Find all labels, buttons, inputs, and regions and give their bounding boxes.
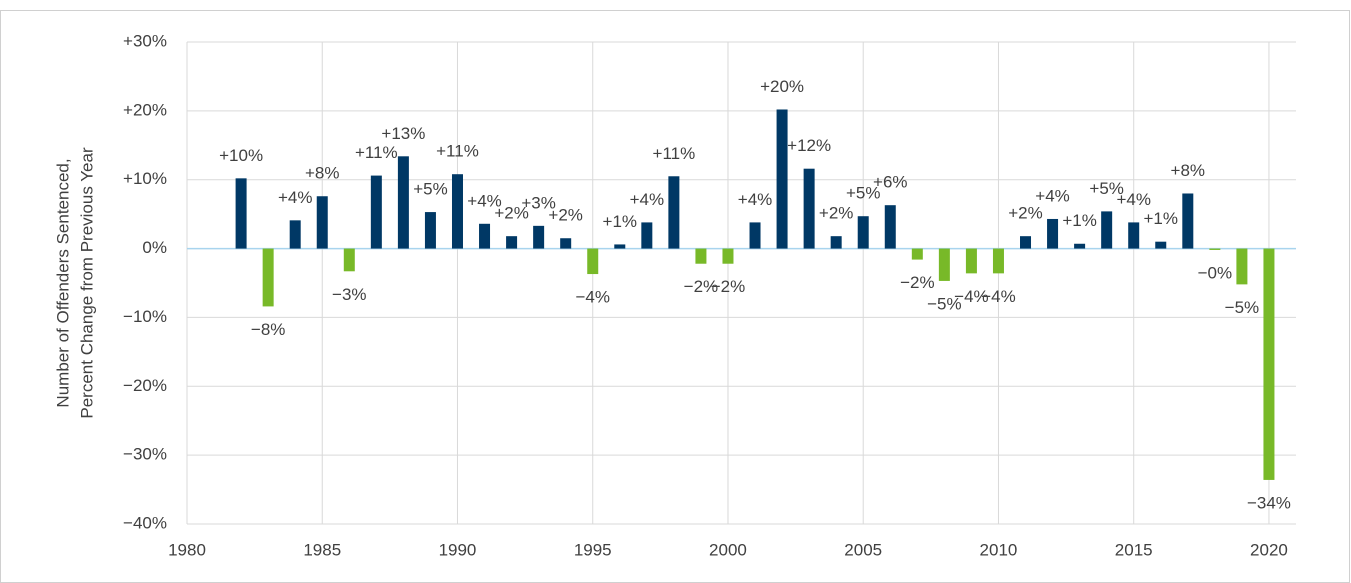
data-label: +8% [305,164,340,183]
x-tick-label: 2000 [709,540,747,559]
data-label: +1% [603,212,638,231]
bar [965,248,977,274]
bar [1236,248,1248,285]
bar [1101,211,1113,249]
x-tick-label: 2020 [1250,540,1288,559]
data-label: +4% [738,190,773,209]
bar [641,222,653,249]
y-tick-label: +30% [123,31,167,50]
data-label: +1% [1144,209,1179,228]
bar [262,248,274,307]
x-tick-label: 1995 [574,540,612,559]
data-label: +5% [1089,179,1124,198]
bar [857,216,869,249]
data-label: −8% [251,320,286,339]
bar [1182,193,1194,249]
x-tick-label: 2005 [844,540,882,559]
bar [884,205,896,249]
bar [830,236,842,249]
bar [938,248,950,281]
y-tick-label: −20% [123,376,167,395]
data-label: +13% [381,124,425,143]
x-tick-label: 2015 [1115,540,1153,559]
bar [316,196,328,249]
bar [235,178,247,249]
y-tick-label: −30% [123,445,167,464]
data-label: +6% [873,173,908,192]
y-axis-title: Percent Change from Previous Year [77,147,96,419]
bar [749,222,761,249]
data-label: +1% [1062,211,1097,230]
y-tick-label: −40% [123,513,167,532]
data-label: +11% [653,144,696,163]
data-label: −0% [1198,263,1233,282]
data-label: +4% [467,191,502,210]
data-label: −34% [1247,493,1291,512]
bar [370,175,382,249]
data-label: −5% [1225,298,1260,317]
data-label: +4% [278,188,313,207]
y-tick-label: +10% [123,169,167,188]
data-label: +11% [436,142,479,161]
chart-border [0,10,1350,583]
data-label: −5% [927,294,962,313]
bar [533,225,545,249]
bar [587,248,599,275]
y-tick-label: +20% [123,100,167,119]
data-label: +5% [413,180,448,199]
data-label: −3% [332,285,367,304]
bar [668,176,680,249]
bar [1047,218,1059,249]
data-label: +2% [819,204,854,223]
x-tick-label: 1985 [303,540,341,559]
x-tick-label: 1980 [168,540,206,559]
bar [560,238,572,249]
y-axis-title: Number of Offenders Sentenced, [53,158,72,407]
data-label: +4% [630,190,665,209]
bar [343,248,355,272]
bar [479,223,491,249]
bar [1020,236,1032,249]
data-label: −4% [575,288,610,307]
bar [506,236,518,249]
data-label: +8% [1171,161,1206,180]
bar [722,248,734,264]
bar [1263,248,1275,480]
data-label: +12% [787,136,831,155]
data-label: +5% [846,184,881,203]
x-tick-label: 2010 [980,540,1018,559]
data-label: −2% [684,277,719,296]
bar [1128,222,1140,249]
bar [776,109,788,249]
bar [992,248,1004,274]
x-tick-label: 1990 [439,540,477,559]
bar [614,244,626,249]
bar [1209,248,1221,250]
bar [1074,243,1086,249]
bar [289,220,301,249]
data-label: +20% [760,77,804,96]
bar [1155,241,1167,249]
bar [424,212,436,249]
data-label: −4% [981,287,1016,306]
y-tick-label: −10% [123,307,167,326]
data-label: +2% [494,204,529,223]
data-label: +11% [355,143,398,162]
data-label: +2% [1008,204,1043,223]
bar [695,248,707,264]
data-label: +10% [219,146,263,165]
y-tick-label: 0% [142,238,167,257]
data-label: +3% [521,193,556,212]
data-label: +4% [1116,190,1151,209]
data-label: −2% [711,277,746,296]
bar [911,248,923,260]
data-label: −4% [954,287,989,306]
data-label: +2% [548,206,583,225]
data-label: −2% [900,273,935,292]
bar [451,174,463,249]
bar [803,168,815,249]
data-label: +4% [1035,186,1070,205]
bar [397,156,409,249]
